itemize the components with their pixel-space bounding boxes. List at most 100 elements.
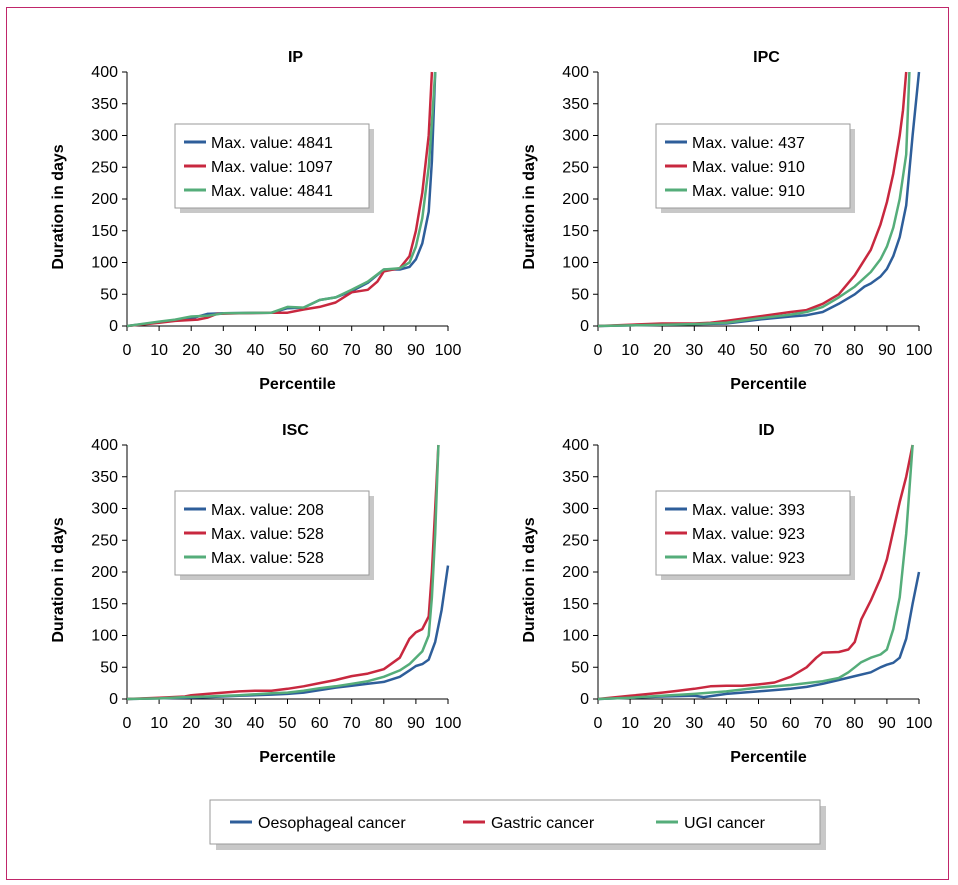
y-tick-label: 250 (562, 159, 589, 176)
x-tick-label: 70 (343, 342, 361, 359)
x-tick-label: 60 (782, 715, 800, 732)
x-tick-label: 40 (247, 342, 265, 359)
chart-title: ID (759, 422, 775, 439)
x-tick-label: 80 (375, 342, 393, 359)
legend-entry: Max. value: 923 (692, 550, 805, 567)
legend-entry: Max. value: 4841 (211, 183, 333, 200)
y-tick-label: 400 (562, 437, 589, 454)
y-tick-label: 50 (571, 659, 589, 676)
series-line-ugi-cancer (126, 71, 437, 328)
shared-legend-label: Gastric cancer (491, 815, 595, 832)
x-tick-label: 50 (279, 342, 297, 359)
x-tick-label: 70 (343, 715, 361, 732)
y-tick-label: 200 (562, 191, 589, 208)
series-line-ugi-cancer (597, 444, 914, 701)
x-tick-label: 70 (814, 715, 832, 732)
y-tick-label: 200 (91, 191, 118, 208)
y-tick-label: 300 (91, 128, 118, 145)
y-tick-label: 0 (580, 691, 589, 708)
chart-title: IPC (753, 49, 780, 66)
y-tick-label: 300 (91, 501, 118, 518)
shared-legend-label: Oesophageal cancer (258, 815, 406, 832)
x-tick-label: 10 (150, 715, 168, 732)
y-tick-label: 400 (562, 64, 589, 81)
x-tick-label: 30 (214, 715, 232, 732)
y-tick-label: 350 (91, 96, 118, 113)
x-tick-label: 30 (685, 715, 703, 732)
legend-entry: Max. value: 393 (692, 502, 805, 519)
x-tick-label: 30 (214, 342, 232, 359)
chart-title: IP (288, 49, 303, 66)
legend-box (174, 490, 370, 576)
y-tick-label: 50 (100, 286, 118, 303)
x-tick-label: 60 (311, 342, 329, 359)
x-tick-label: 40 (718, 715, 736, 732)
legend-entry: Max. value: 528 (211, 550, 324, 567)
x-tick-label: 20 (182, 715, 200, 732)
x-tick-label: 60 (782, 342, 800, 359)
y-tick-label: 100 (91, 628, 118, 645)
x-tick-label: 70 (814, 342, 832, 359)
y-tick-label: 100 (562, 628, 589, 645)
x-tick-label: 100 (906, 342, 933, 359)
x-tick-label: 10 (621, 715, 639, 732)
y-tick-label: 0 (109, 691, 118, 708)
chart-panel-id: ID 0 50 100 150 200 250 300 350 400 0 10 20 30 40 50 60 7… (521, 422, 932, 766)
x-tick-label: 50 (750, 342, 768, 359)
x-tick-label: 10 (150, 342, 168, 359)
legend-box (655, 123, 851, 209)
shared-legend-label: UGI cancer (684, 815, 766, 832)
chart-panel-ipc: IPC 0 50 100 150 200 250 300 350 400 0 10 20 30 40 50 60… (521, 49, 932, 393)
x-tick-label: 90 (407, 715, 425, 732)
y-tick-label: 100 (562, 255, 589, 272)
chart-title: ISC (282, 422, 309, 439)
figure-frame (6, 7, 949, 880)
legend-entry: Max. value: 4841 (211, 135, 333, 152)
x-tick-label: 90 (878, 342, 896, 359)
y-tick-label: 0 (580, 318, 589, 335)
x-tick-label: 100 (435, 715, 462, 732)
shared-legend-box (209, 799, 821, 845)
x-tick-label: 20 (182, 342, 200, 359)
x-tick-label: 80 (846, 715, 864, 732)
x-axis-label: Percentile (259, 749, 336, 766)
x-tick-label: 0 (123, 715, 132, 732)
y-axis-label: Duration in days (50, 517, 67, 642)
x-tick-label: 30 (685, 342, 703, 359)
chart-panel-ip: IP 0 50 100 150 200 250 300 350 400 0 10 20 30 40 50 60 7… (50, 49, 461, 393)
legend-box (174, 123, 370, 209)
y-tick-label: 300 (562, 128, 589, 145)
x-tick-label: 80 (375, 715, 393, 732)
series-line-oesophageal-cancer (597, 571, 921, 701)
series-line-ugi-cancer (126, 444, 440, 701)
shared-legend: Oesophageal cancer Gastric cancer UGI canc… (209, 799, 826, 850)
y-tick-label: 150 (562, 223, 589, 240)
y-tick-label: 150 (91, 223, 118, 240)
x-tick-label: 100 (906, 715, 933, 732)
y-tick-label: 250 (91, 159, 118, 176)
series-line-ugi-cancer (597, 71, 911, 328)
x-tick-label: 90 (407, 342, 425, 359)
x-tick-label: 0 (594, 715, 603, 732)
legend-box (655, 490, 851, 576)
y-tick-label: 200 (91, 564, 118, 581)
x-tick-label: 80 (846, 342, 864, 359)
y-tick-label: 150 (562, 596, 589, 613)
y-tick-label: 350 (562, 96, 589, 113)
y-tick-label: 250 (562, 532, 589, 549)
y-tick-label: 200 (562, 564, 589, 581)
series-line-oesophageal-cancer (126, 565, 450, 701)
x-axis-label: Percentile (730, 749, 807, 766)
chart-panel-isc: ISC 0 50 100 150 200 250 300 350 400 0 10 20 30 40 50 60… (50, 422, 461, 766)
legend-entry: Max. value: 923 (692, 526, 805, 543)
y-tick-label: 50 (571, 286, 589, 303)
legend-entry: Max. value: 208 (211, 502, 324, 519)
legend-entry: Max. value: 910 (692, 183, 805, 200)
y-axis-label: Duration in days (50, 144, 67, 269)
y-tick-label: 150 (91, 596, 118, 613)
x-tick-label: 40 (247, 715, 265, 732)
x-tick-label: 50 (279, 715, 297, 732)
x-tick-label: 60 (311, 715, 329, 732)
legend-entry: Max. value: 437 (692, 135, 805, 152)
